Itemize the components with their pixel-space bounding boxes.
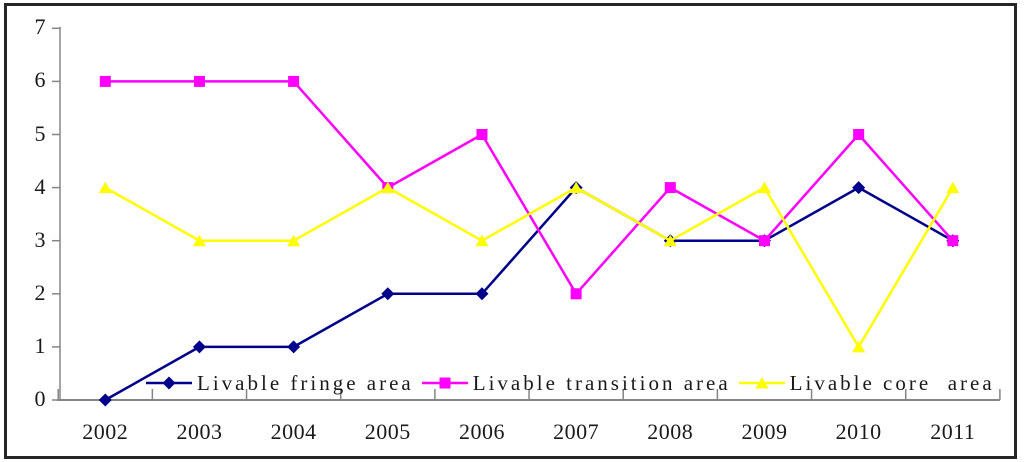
- legend-label-core: Livable core area: [789, 371, 995, 395]
- legend-item-transition: Livable transition area: [421, 370, 731, 396]
- data-marker: [288, 75, 300, 87]
- x-tick-label: 2008: [647, 419, 694, 444]
- data-marker: [99, 75, 111, 87]
- data-marker: [758, 235, 770, 247]
- data-marker: [757, 181, 771, 194]
- data-marker: [946, 181, 960, 194]
- data-marker: [287, 340, 301, 354]
- data-marker: [475, 234, 489, 247]
- data-marker: [569, 181, 583, 194]
- y-tick-label: 3: [34, 226, 46, 252]
- data-marker: [570, 288, 582, 300]
- data-marker: [852, 340, 866, 353]
- data-marker: [287, 234, 301, 247]
- legend-item-core: Livable core area: [738, 370, 995, 396]
- legend-label-fringe: Livable fringe area: [197, 371, 414, 395]
- data-marker: [475, 287, 489, 301]
- data-marker: [98, 393, 112, 407]
- y-tick-label: 1: [34, 332, 46, 358]
- x-tick-label: 2006: [458, 419, 505, 444]
- x-tick-label: 2003: [176, 419, 223, 444]
- data-marker: [98, 181, 112, 194]
- data-marker: [192, 340, 206, 354]
- y-tick-label: 2: [34, 279, 46, 305]
- x-tick-label: 2009: [741, 419, 788, 444]
- data-marker: [663, 234, 677, 247]
- y-tick-label: 6: [34, 67, 46, 93]
- y-tick-label: 4: [34, 173, 46, 199]
- data-marker: [853, 129, 865, 140]
- data-marker: [947, 235, 959, 247]
- data-marker: [381, 287, 395, 301]
- legend-item-fringe: Livable fringe area: [146, 370, 414, 396]
- data-marker: [852, 181, 866, 195]
- x-tick-label: 2004: [270, 419, 317, 444]
- series-line-1: [105, 80, 954, 296]
- legend: Livable fringe area Livable transition a…: [146, 370, 995, 396]
- x-tick-label: 2005: [364, 419, 411, 444]
- series-line-0: [104, 186, 954, 402]
- fringe-line-marker-icon: [146, 376, 192, 390]
- y-tick-label: 5: [34, 120, 46, 146]
- legend-marker: [439, 377, 451, 389]
- data-marker: [193, 75, 205, 87]
- legend-marker: [755, 377, 769, 389]
- series-2: [98, 181, 960, 353]
- y-tick-label: 0: [34, 385, 46, 411]
- x-tick-label: 2010: [835, 419, 882, 444]
- data-marker: [664, 182, 676, 194]
- x-tick-label: 2007: [553, 419, 600, 444]
- x-tick-label: 2002: [82, 419, 129, 444]
- transition-line-marker-icon: [421, 377, 468, 389]
- legend-marker: [162, 376, 176, 390]
- data-marker: [192, 234, 206, 247]
- series-line-2: [104, 186, 954, 349]
- y-tick-label: 7: [34, 14, 46, 40]
- data-marker: [476, 129, 488, 140]
- data-marker: [381, 181, 395, 194]
- series-1: [99, 75, 959, 300]
- x-tick-label: 2011: [930, 419, 976, 444]
- core-line-marker-icon: [738, 377, 785, 389]
- legend-label-transition: Livable transition area: [472, 371, 731, 395]
